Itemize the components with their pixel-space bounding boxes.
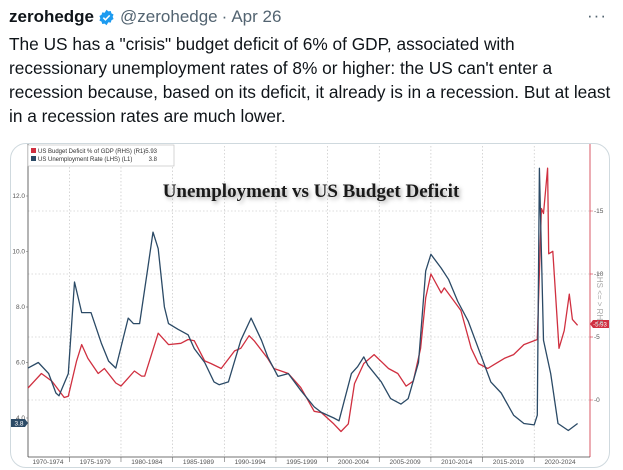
right-tick-label: -0 [594,397,600,404]
tweet-image-chart[interactable]: Unemployment vs US Budget Deficit 1970-1… [10,143,610,468]
x-tick-label: 1970-1974 [32,459,63,466]
legend: US Budget Deficit % of GDP (RHS) (R1) -5… [27,144,175,167]
right-tick-label: -5 [594,334,600,341]
svg-text:-5.93: -5.93 [593,323,607,329]
verified-badge-icon [99,9,114,25]
more-options-icon[interactable]: ··· [587,6,607,25]
x-tick-label: 2010-2014 [441,459,472,466]
x-tick-label: 1975-1979 [80,459,111,466]
x-tick-label: 2005-2009 [390,459,421,466]
right-tick-label: -10 [594,271,604,278]
legend-value-unemployment: 3.8 [149,157,158,163]
left-tick-label: 4.0 [16,415,25,422]
right-last-value-badge: -5.93 [590,320,609,329]
separator: · [221,7,228,26]
left-tick-label: 8.0 [16,304,25,311]
tweet-header: zerohedge @zerohedge · Apr 26 [9,5,281,29]
axis-note: LHS <= > RHS [595,272,604,325]
x-tick-label: 1995-1999 [286,459,317,466]
x-tick-label: 1985-1989 [183,459,214,466]
author-name[interactable]: zerohedge [9,7,95,26]
deficit-line [27,167,579,433]
author-handle[interactable]: @zerohedge [120,7,218,26]
x-tick-label: 2020-2024 [544,459,575,466]
left-tick-label: 12.0 [12,193,25,200]
svg-text:3.8: 3.8 [14,421,23,428]
left-tick-label: 6.0 [16,360,25,367]
legend-swatch-unemployment [31,156,36,161]
x-tick-label: 1990-1994 [235,459,266,466]
legend-swatch-deficit [31,148,36,153]
chart: Unemployment vs US Budget Deficit 1970-1… [11,144,609,466]
legend-label-deficit: US Budget Deficit % of GDP (RHS) (R1) [38,149,145,155]
x-tick-label: 1980-1984 [131,459,162,466]
legend-value-deficit: -5.93 [143,149,157,155]
x-tick-label: 2015-2019 [493,459,524,466]
right-tick-label: -15 [594,208,604,215]
chart-title: Unemployment vs US Budget Deficit [163,181,460,202]
tweet-text: The US has a "crisis" budget deficit of … [9,34,611,126]
unemployment-line [27,167,578,432]
tweet-date[interactable]: Apr 26 [231,7,282,26]
left-last-value-badge: 3.8 [11,419,28,428]
legend-label-unemployment: US Unemployment Rate (LHS) (L1) [38,157,132,163]
x-tick-label: 2000-2004 [338,459,369,466]
left-tick-label: 10.0 [12,249,25,256]
